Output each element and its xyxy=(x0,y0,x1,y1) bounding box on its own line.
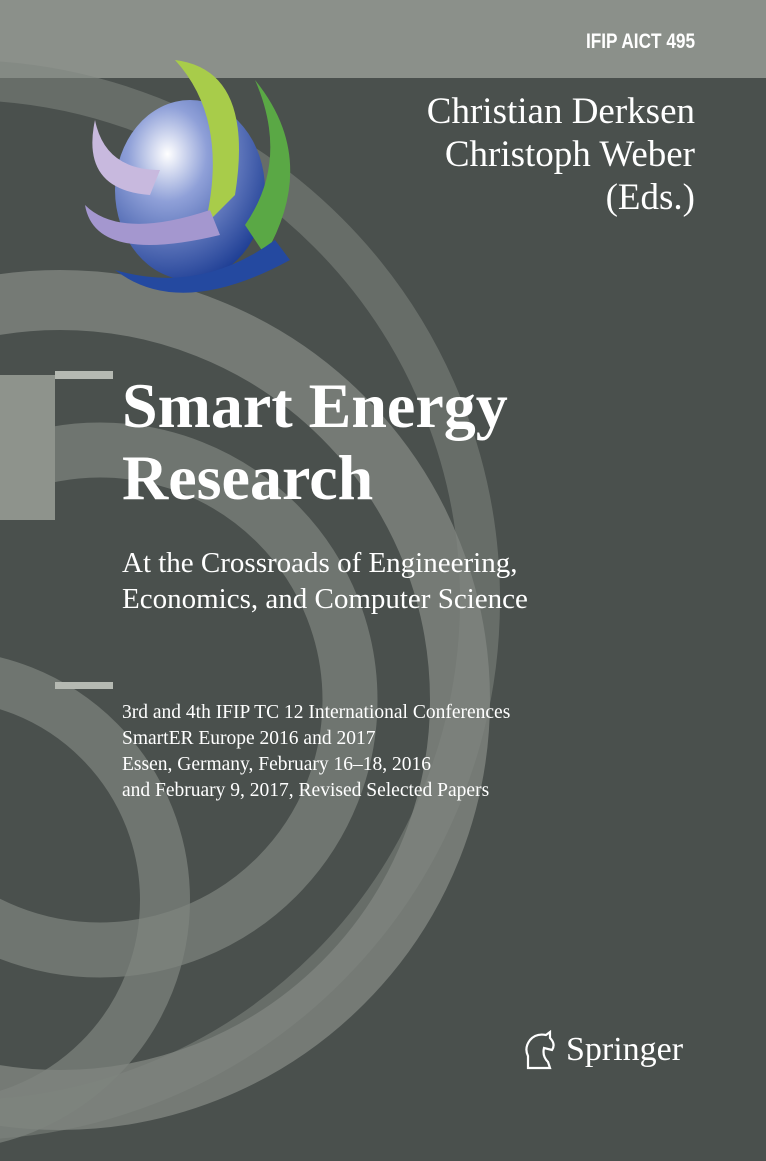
editors-label: (Eds.) xyxy=(605,177,695,218)
series-label: IFIP AICT 495 xyxy=(585,30,695,53)
rule-top xyxy=(55,371,113,379)
arc xyxy=(0,422,378,978)
book-title: Smart Energy Research xyxy=(122,370,508,514)
arc xyxy=(0,657,190,1143)
editor-name: Christian Derksen xyxy=(426,91,695,132)
conference-details: 3rd and 4th IFIP TC 12 International Con… xyxy=(122,700,510,804)
ifip-globe-logo xyxy=(85,60,291,293)
editor-name: Christoph Weber xyxy=(444,134,695,175)
springer-horse-icon xyxy=(525,1030,555,1070)
top-band xyxy=(0,0,766,78)
editors: Christian Derksen Christoph Weber (Eds.) xyxy=(427,90,695,219)
details-line: SmartER Europe 2016 and 2017 xyxy=(122,728,376,749)
rule-bottom xyxy=(55,682,113,689)
details-line: and February 9, 2017, Revised Selected P… xyxy=(122,780,490,801)
side-block xyxy=(0,375,55,520)
subtitle-line: Economics, and Computer Science xyxy=(122,583,528,615)
book-subtitle: At the Crossroads of Engineering, Econom… xyxy=(122,545,528,617)
decorative-arcs xyxy=(0,61,500,1143)
details-line: Essen, Germany, February 16–18, 2016 xyxy=(122,754,432,775)
title-line: Smart Energy xyxy=(122,370,508,441)
arc xyxy=(0,61,500,1139)
subtitle-line: At the Crossroads of Engineering, xyxy=(122,547,518,579)
details-line: 3rd and 4th IFIP TC 12 International Con… xyxy=(122,702,511,723)
publisher-name: Springer xyxy=(566,1031,684,1068)
title-line: Research xyxy=(122,442,374,513)
publisher-logo: Springer xyxy=(520,1030,683,1070)
